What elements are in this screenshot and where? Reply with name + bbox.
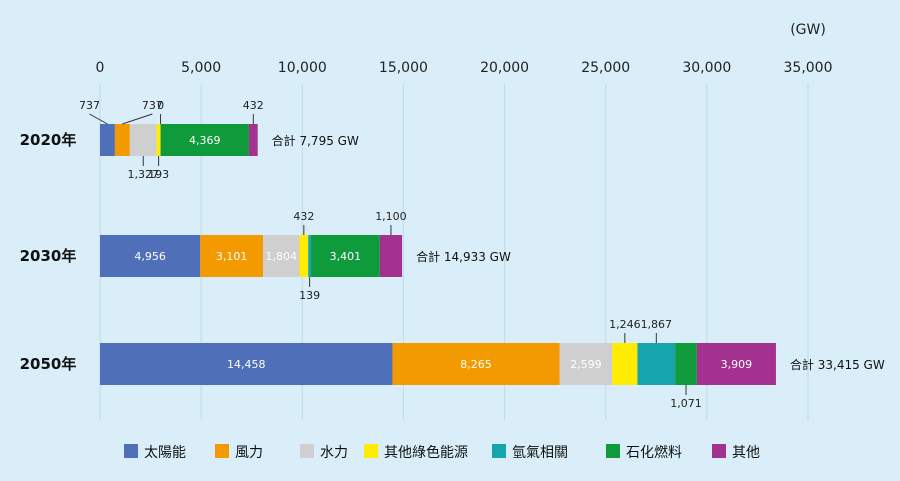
x-tick-label: 25,000 — [581, 60, 630, 76]
bar-value-label: 14,458 — [227, 358, 266, 371]
total-label: 合計 14,933 GW — [416, 249, 511, 264]
bar-value-label: 0 — [157, 99, 164, 112]
bar-value-label: 4,956 — [134, 250, 166, 263]
legend-swatch — [124, 444, 138, 458]
leader-line — [89, 113, 108, 125]
bar-value-label: 432 — [293, 210, 314, 223]
bar-segment — [100, 343, 393, 385]
bar-value-label: 3,101 — [216, 250, 248, 263]
bar-value-label: 3,401 — [330, 250, 362, 263]
legend-swatch — [215, 444, 229, 458]
bar-value-label: 1,246 — [609, 318, 641, 331]
bar-segment — [392, 343, 560, 385]
bar-segment — [675, 343, 697, 385]
x-tick-label: 15,000 — [379, 60, 428, 76]
bar-segment — [612, 343, 638, 385]
data-labels: 2020年 2030年 2050年 合計 7,795 GW 合計 14,933 GW 合計… — [20, 99, 885, 410]
bar-value-label: 737 — [79, 99, 100, 112]
x-tick-label: 20,000 — [480, 60, 529, 76]
bar-segment — [248, 124, 258, 156]
bar-segment — [379, 235, 403, 277]
x-tick-label: 30,000 — [682, 60, 731, 76]
bar-segment — [129, 124, 157, 156]
total-label: 合計 33,415 GW — [790, 357, 885, 372]
bar-segment — [156, 124, 161, 156]
bars — [100, 124, 776, 385]
bar-segment — [637, 343, 676, 385]
legend-swatch — [492, 444, 506, 458]
category-label: 2030年 — [20, 247, 77, 265]
bar-segment — [100, 235, 201, 277]
legend-label: 石化燃料 — [626, 444, 682, 461]
legend-swatch — [300, 444, 314, 458]
bar-value-label: 1,867 — [641, 318, 673, 331]
legend-label: 其他綠色能源 — [384, 444, 468, 461]
bar-segment — [311, 235, 380, 277]
bar-segment — [114, 124, 130, 156]
x-tick-label: 0 — [96, 60, 105, 76]
x-tick-label: 5,000 — [181, 60, 221, 76]
legend-label: 氫氣相關 — [512, 445, 568, 461]
bar-segment — [308, 235, 312, 277]
bar-segment — [100, 124, 115, 156]
x-tick-label: 10,000 — [278, 60, 327, 76]
bar-value-label: 3,909 — [721, 358, 753, 371]
unit-label: (GW) — [790, 22, 826, 38]
bar-value-label: 1,804 — [265, 250, 297, 263]
category-label: 2050年 — [20, 355, 77, 373]
legend-swatch — [712, 444, 726, 458]
bar-value-label: 2,599 — [570, 358, 602, 371]
bar-value-label: 1,100 — [375, 210, 407, 223]
x-axis-ticks: 0 5,000 10,000 15,000 20,000 25,000 30,000 35,0… — [96, 60, 833, 76]
legend-label: 其他 — [732, 445, 760, 461]
leader-line — [122, 113, 153, 125]
bar-value-label: 1,327 — [127, 168, 159, 181]
bar-value-label: 8,265 — [460, 358, 492, 371]
bar-value-label: 737 — [142, 99, 163, 112]
bar-value-label: 1,071 — [670, 397, 702, 410]
category-label: 2020年 — [20, 131, 77, 149]
bar-segment — [160, 124, 249, 156]
bar-segment — [200, 235, 263, 277]
legend-label: 水力 — [320, 445, 348, 461]
total-label: 合計 7,795 GW — [272, 133, 359, 148]
legend-label: 風力 — [235, 445, 263, 461]
bar-value-label: 4,369 — [189, 134, 221, 147]
bar-segment — [696, 343, 776, 385]
legend-swatch — [364, 444, 378, 458]
bar-value-label: 432 — [243, 99, 264, 112]
bar-value-label: 139 — [299, 289, 320, 302]
legend: 太陽能 風力 水力 其他綠色能源 氫氣相關 石化燃料 其他 — [124, 444, 760, 461]
bar-segment — [559, 343, 613, 385]
bar-segment — [299, 235, 309, 277]
bar-segment — [262, 235, 300, 277]
x-tick-label: 35,000 — [784, 60, 833, 76]
bar-value-label: 193 — [148, 168, 169, 181]
legend-label: 太陽能 — [144, 445, 186, 461]
legend-swatch — [606, 444, 620, 458]
